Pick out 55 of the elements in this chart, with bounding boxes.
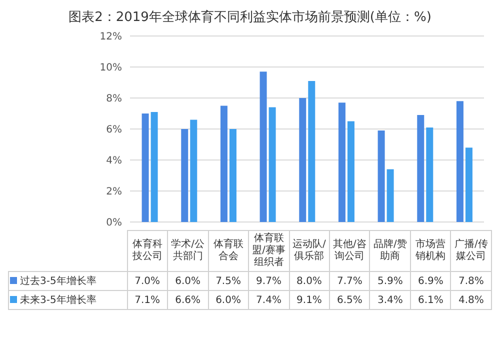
data-label: 9.1% xyxy=(289,290,330,310)
data-label: 5.9% xyxy=(370,272,410,290)
data-label: 7.0% xyxy=(127,272,168,290)
bar xyxy=(347,121,354,222)
bar xyxy=(260,72,267,222)
y-tick-label: 6% xyxy=(106,124,122,136)
bar xyxy=(456,101,464,222)
bar xyxy=(220,106,228,222)
data-label: 6.5% xyxy=(329,290,370,310)
data-label: 7.8% xyxy=(450,272,492,290)
x-tick-label: 体育联合会 xyxy=(208,230,249,272)
bar xyxy=(308,80,316,222)
data-label: 6.0% xyxy=(168,272,208,290)
data-label: 7.5% xyxy=(208,272,249,290)
bar xyxy=(229,129,236,222)
x-tick-label: 其他/咨询公司 xyxy=(329,230,370,272)
data-label: 6.9% xyxy=(410,272,451,290)
bar xyxy=(190,120,198,222)
y-tick-label: 12% xyxy=(100,32,122,43)
bar xyxy=(338,102,346,222)
bar xyxy=(299,98,306,222)
data-label: 7.4% xyxy=(248,290,289,310)
data-label: 3.4% xyxy=(370,290,410,310)
y-tick-label: 10% xyxy=(100,62,122,74)
data-label: 4.8% xyxy=(450,290,492,310)
data-label: 6.6% xyxy=(168,290,208,310)
chart-title: 图表2：2019年全球体育不同利益实体市场前景预测(单位：%) xyxy=(68,8,432,26)
bar xyxy=(142,114,149,222)
bar xyxy=(150,112,158,222)
data-label: 9.7% xyxy=(248,272,289,290)
x-tick-label: 体育联盟/赛事组织者 xyxy=(248,230,289,272)
x-tick-label: 运动队/俱乐部 xyxy=(289,230,330,272)
legend-label: 未来3-5年增长率 xyxy=(8,290,128,310)
bar xyxy=(181,129,188,222)
data-label: 7.7% xyxy=(329,272,370,290)
x-tick-label: 市场营销机构 xyxy=(410,230,451,272)
x-tick-label: 品牌/赞助商 xyxy=(370,230,410,272)
x-tick-label: 广播/传媒公司 xyxy=(450,230,492,272)
bar xyxy=(417,115,424,222)
bar xyxy=(465,148,472,222)
data-label: 6.1% xyxy=(410,290,451,310)
data-label: 7.1% xyxy=(127,290,168,310)
y-tick-label: 2% xyxy=(106,186,122,198)
bar xyxy=(378,130,385,222)
legend-label: 过去3-5年增长率 xyxy=(8,272,128,290)
y-tick-label: 4% xyxy=(106,156,122,167)
bar xyxy=(426,127,434,222)
x-tick-label: 体育科技公司 xyxy=(127,230,168,272)
y-tick-label: 0% xyxy=(106,218,122,229)
x-tick-label: 学术/公共部门 xyxy=(168,230,208,272)
y-tick-label: 8% xyxy=(106,94,122,105)
data-label: 8.0% xyxy=(289,272,330,290)
bar xyxy=(386,169,394,222)
bar xyxy=(268,107,276,222)
data-label: 6.0% xyxy=(208,290,249,310)
